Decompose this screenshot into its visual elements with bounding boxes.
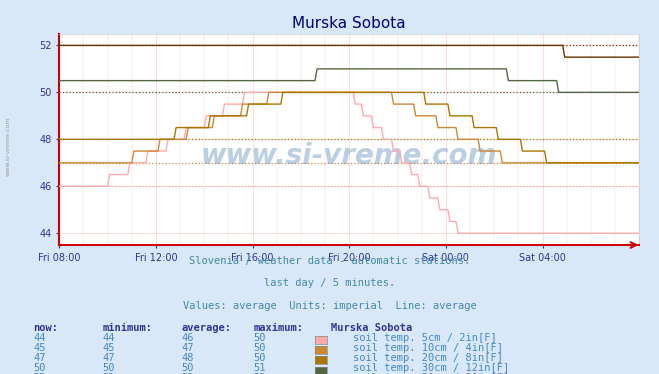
Text: 47: 47 xyxy=(102,353,115,363)
Text: 50: 50 xyxy=(181,364,194,373)
Text: minimum:: minimum: xyxy=(102,323,152,333)
Title: Murska Sobota: Murska Sobota xyxy=(293,16,406,31)
Text: 45: 45 xyxy=(102,343,115,353)
Text: last day / 5 minutes.: last day / 5 minutes. xyxy=(264,278,395,288)
Text: average:: average: xyxy=(181,323,231,333)
Text: Slovenia / weather data - automatic stations.: Slovenia / weather data - automatic stat… xyxy=(189,256,470,266)
Text: 50: 50 xyxy=(254,343,266,353)
Text: 47: 47 xyxy=(181,343,194,353)
Text: 47: 47 xyxy=(33,353,45,363)
Text: www.si-vreme.com: www.si-vreme.com xyxy=(201,142,498,170)
Text: 51: 51 xyxy=(254,364,266,373)
Text: 50: 50 xyxy=(102,364,115,373)
Text: maximum:: maximum: xyxy=(254,323,304,333)
Text: now:: now: xyxy=(33,323,58,333)
Text: 44: 44 xyxy=(102,333,115,343)
Text: 50: 50 xyxy=(254,333,266,343)
Text: soil temp. 30cm / 12in[F]: soil temp. 30cm / 12in[F] xyxy=(353,364,509,373)
Text: 44: 44 xyxy=(33,333,45,343)
Text: 45: 45 xyxy=(33,343,45,353)
Text: Values: average  Units: imperial  Line: average: Values: average Units: imperial Line: av… xyxy=(183,301,476,310)
Text: soil temp. 5cm / 2in[F]: soil temp. 5cm / 2in[F] xyxy=(353,333,496,343)
Text: 50: 50 xyxy=(254,353,266,363)
Text: www.si-vreme.com: www.si-vreme.com xyxy=(5,116,11,176)
Text: 46: 46 xyxy=(181,333,194,343)
Text: soil temp. 10cm / 4in[F]: soil temp. 10cm / 4in[F] xyxy=(353,343,503,353)
Text: 50: 50 xyxy=(33,364,45,373)
Text: soil temp. 20cm / 8in[F]: soil temp. 20cm / 8in[F] xyxy=(353,353,503,363)
Text: Murska Sobota: Murska Sobota xyxy=(331,323,413,333)
Text: 48: 48 xyxy=(181,353,194,363)
